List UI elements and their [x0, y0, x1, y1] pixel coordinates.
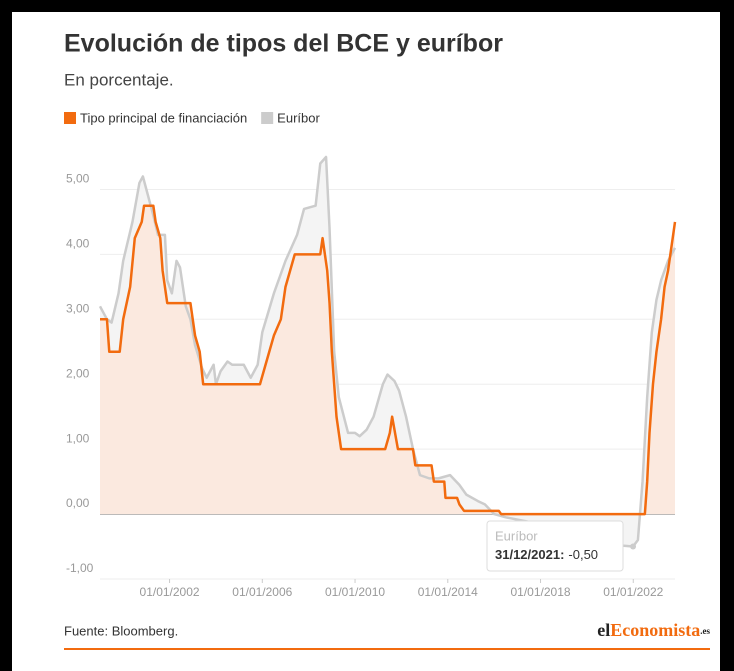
chart-title: Evolución de tipos del BCE y euríbor	[64, 30, 503, 58]
y-tick-label: 4,00	[66, 237, 90, 251]
y-tick-label: 3,00	[66, 301, 90, 315]
tooltip: Euríbor 31/12/2021: -0,50	[486, 520, 624, 572]
tooltip-series: Euríbor	[495, 528, 538, 543]
tooltip-value: -0,50	[568, 547, 598, 562]
y-tick-label: 2,00	[66, 366, 90, 380]
x-tick-label: 01/01/2002	[140, 585, 200, 599]
legend-swatch	[261, 112, 274, 124]
line	[100, 204, 677, 516]
source: Fuente: Bloomberg.	[64, 623, 178, 638]
y-tick-label: -1,00	[66, 561, 94, 575]
x-tick-label: 01/01/2014	[418, 585, 478, 599]
logo-suffix: .es	[700, 626, 710, 636]
x-tick-label: 01/01/2010	[325, 585, 385, 599]
tooltip-date: 31/12/2021:	[495, 547, 564, 562]
y-tick-label: 0,00	[66, 496, 90, 510]
y-tick-label: 1,00	[66, 431, 90, 445]
tooltip-text: 31/12/2021: -0,50	[495, 547, 598, 562]
logo-main: Economista	[610, 620, 700, 640]
x-tick-label: 01/01/2006	[232, 585, 292, 599]
y-tick-label: 5,00	[66, 172, 90, 186]
logo: elEconomista.es	[597, 620, 710, 640]
tooltip-box	[486, 520, 624, 572]
legend-swatch	[64, 112, 76, 124]
tooltip-point	[630, 543, 637, 550]
chart-subtitle: En porcentaje.	[64, 70, 174, 89]
logo-prefix: el	[597, 620, 610, 640]
area	[100, 205, 675, 515]
legend-label: Tipo principal de financiación	[80, 110, 247, 125]
x-tick-label: 01/01/2022	[603, 585, 663, 599]
legend-label: Euríbor	[277, 110, 320, 125]
x-tick-label: 01/01/2018	[510, 585, 570, 599]
